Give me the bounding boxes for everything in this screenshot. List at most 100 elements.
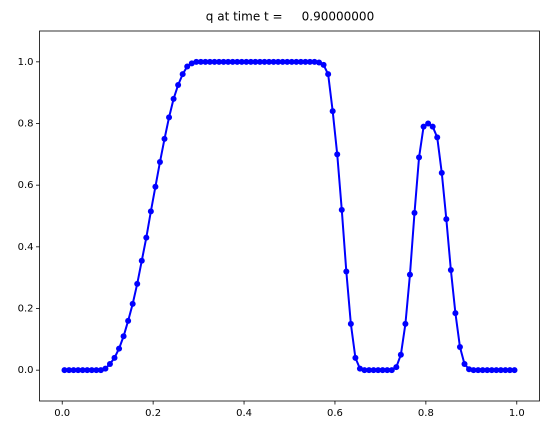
marker <box>325 71 332 78</box>
marker <box>293 58 300 65</box>
marker <box>456 344 463 351</box>
marker <box>361 367 368 374</box>
marker <box>506 367 513 374</box>
marker <box>79 367 86 374</box>
marker <box>452 310 459 317</box>
marker <box>193 58 200 65</box>
y-tick-label: 1.0 <box>18 57 34 68</box>
marker <box>420 123 427 130</box>
x-tick-label: 0.0 <box>54 408 70 419</box>
marker <box>166 114 173 121</box>
marker <box>356 365 363 372</box>
marker <box>75 367 82 374</box>
marker <box>284 58 291 65</box>
marker <box>302 58 309 65</box>
marker <box>338 206 345 213</box>
marker <box>484 367 491 374</box>
marker <box>116 345 123 352</box>
marker <box>88 367 95 374</box>
marker <box>434 134 441 141</box>
marker <box>161 135 168 142</box>
marker <box>443 216 450 223</box>
marker <box>238 58 245 65</box>
marker <box>225 58 232 65</box>
marker <box>320 61 327 68</box>
y-tick-label: 0.4 <box>18 242 34 253</box>
marker <box>175 81 182 88</box>
marker <box>511 367 518 374</box>
marker <box>266 58 273 65</box>
marker <box>288 58 295 65</box>
marker <box>416 154 423 161</box>
marker <box>261 58 268 65</box>
x-tick-label: 0.6 <box>327 408 343 419</box>
x-tick-label: 0.2 <box>145 408 161 419</box>
marker <box>311 58 318 65</box>
marker <box>202 58 209 65</box>
marker <box>97 367 104 374</box>
marker <box>229 58 236 65</box>
marker <box>475 367 482 374</box>
marker <box>247 58 254 65</box>
marker <box>343 268 350 275</box>
series-line <box>64 60 515 372</box>
marker <box>129 300 136 307</box>
marker <box>211 58 218 65</box>
marker <box>379 367 386 374</box>
marker <box>429 123 436 130</box>
marker <box>106 361 113 367</box>
marker <box>352 354 359 361</box>
marker <box>306 58 313 65</box>
marker <box>488 367 495 374</box>
marker <box>125 317 132 324</box>
marker <box>111 354 118 361</box>
marker <box>120 333 127 340</box>
marker <box>493 367 500 374</box>
marker <box>220 58 227 65</box>
x-tick-label: 1.0 <box>509 408 525 419</box>
marker <box>466 366 473 373</box>
y-tick-label: 0.2 <box>18 304 34 315</box>
chart-title: q at time t = 0.90000000 <box>206 10 374 24</box>
marker <box>393 364 400 371</box>
marker <box>470 367 477 374</box>
marker <box>347 320 354 327</box>
marker <box>256 58 263 65</box>
marker <box>138 257 145 264</box>
y-tick-label: 0.8 <box>18 119 34 130</box>
marker <box>375 367 382 374</box>
marker <box>502 367 509 374</box>
marker <box>366 367 373 374</box>
marker <box>406 271 413 278</box>
marker <box>216 58 223 65</box>
marker <box>179 71 186 78</box>
marker <box>388 367 395 374</box>
marker <box>425 120 432 127</box>
marker <box>152 183 159 190</box>
marker <box>438 169 445 176</box>
marker <box>147 208 154 215</box>
marker <box>461 361 468 367</box>
marker <box>297 58 304 65</box>
marker <box>156 159 163 166</box>
marker <box>243 58 250 65</box>
marker <box>184 63 191 70</box>
marker <box>329 108 336 115</box>
marker <box>402 320 409 327</box>
marker <box>384 367 391 374</box>
marker <box>206 58 213 65</box>
marker <box>497 367 504 374</box>
marker <box>61 367 68 374</box>
x-tick-label: 0.8 <box>418 408 434 419</box>
marker <box>252 58 259 65</box>
marker <box>188 60 195 67</box>
marker <box>234 58 241 65</box>
marker <box>397 351 404 358</box>
marker <box>66 367 73 374</box>
marker <box>279 58 286 65</box>
marker <box>102 365 109 372</box>
marker <box>84 367 91 374</box>
marker <box>411 209 418 216</box>
marker <box>93 367 100 374</box>
